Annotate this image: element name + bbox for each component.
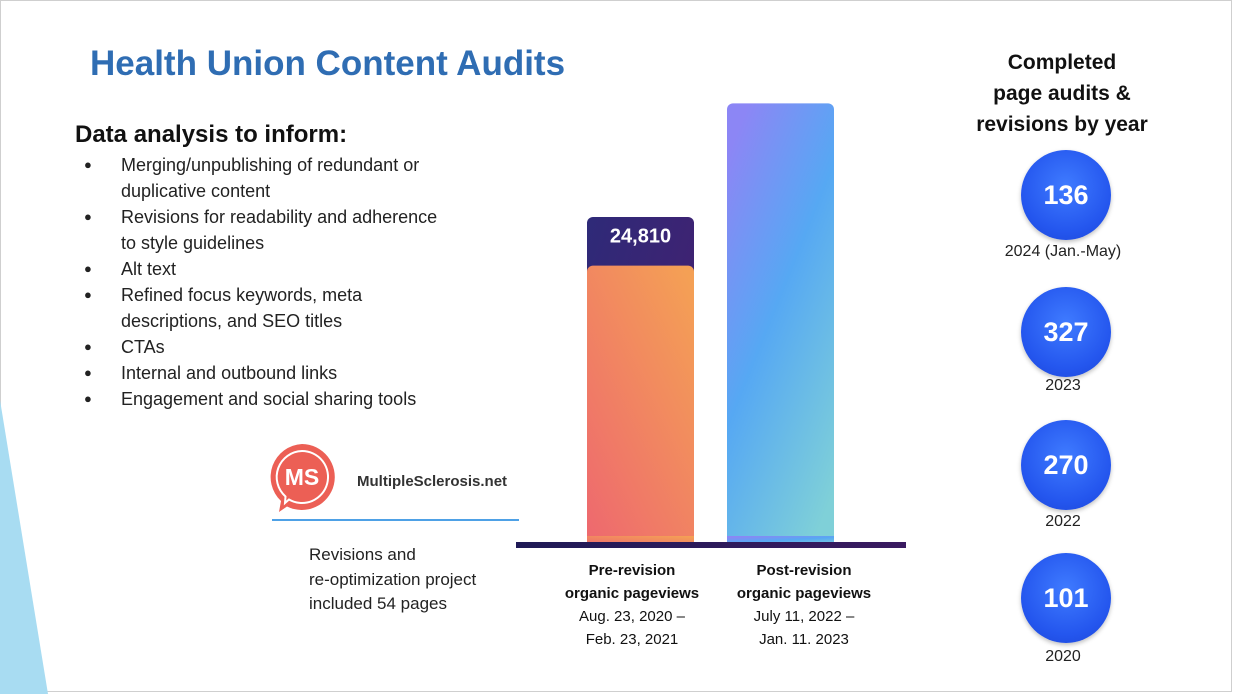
bar-base-pre — [587, 536, 694, 546]
audit-year-2024: 2024 (Jan.-May) — [1004, 243, 1122, 260]
revision-note: Revisions and re-optimization project in… — [309, 545, 477, 613]
chart-baseline — [516, 542, 906, 548]
bar-value-pre — [587, 265, 694, 546]
logo-divider — [272, 519, 519, 521]
data-label-post: 39,169 — [750, 63, 811, 85]
audit-count-2022: 270 — [1021, 420, 1111, 510]
analysis-item-ctas: CTAs — [80, 334, 510, 360]
analysis-item-readability: Revisions for readability and adherencet… — [80, 204, 510, 256]
ms-logo: MS — [270, 444, 335, 512]
audit-count-2024: 136 — [1021, 150, 1111, 240]
slide-title: Health Union Content Audits — [90, 44, 566, 83]
audit-year-2022: 2022 — [1045, 513, 1081, 530]
analysis-item-links: Internal and outbound links — [80, 360, 510, 386]
bar-base-post — [727, 536, 834, 546]
data-label-pre: 24,810 — [610, 226, 671, 248]
analysis-list: Merging/unpublishing of redundant ordupl… — [80, 152, 510, 412]
audit-count-2023: 327 — [1021, 287, 1111, 377]
bar-label-pre: Pre-revision organic pageviews Aug. 23, … — [564, 562, 700, 648]
audit-count-2020: 101 — [1021, 553, 1111, 643]
decorative-stripe — [0, 400, 48, 694]
audits-title: Completed page audits & revisions by yea… — [976, 51, 1148, 136]
bar-value-post — [727, 103, 834, 547]
bar-label-post: Post-revision organic pageviews July 11,… — [736, 562, 872, 648]
audit-year-2023: 2023 — [1045, 377, 1081, 394]
brand-name: MultipleSclerosis.net — [357, 473, 508, 490]
analysis-item-keywords: Refined focus keywords, metadescriptions… — [80, 282, 510, 334]
audit-year-2020: 2020 — [1045, 648, 1081, 665]
logo-text: MS — [285, 464, 320, 490]
analysis-item-alt-text: Alt text — [80, 256, 510, 282]
analysis-heading: Data analysis to inform: — [75, 121, 348, 148]
analysis-item-engagement: Engagement and social sharing tools — [80, 386, 510, 412]
analysis-item-merging: Merging/unpublishing of redundant ordupl… — [80, 152, 510, 204]
